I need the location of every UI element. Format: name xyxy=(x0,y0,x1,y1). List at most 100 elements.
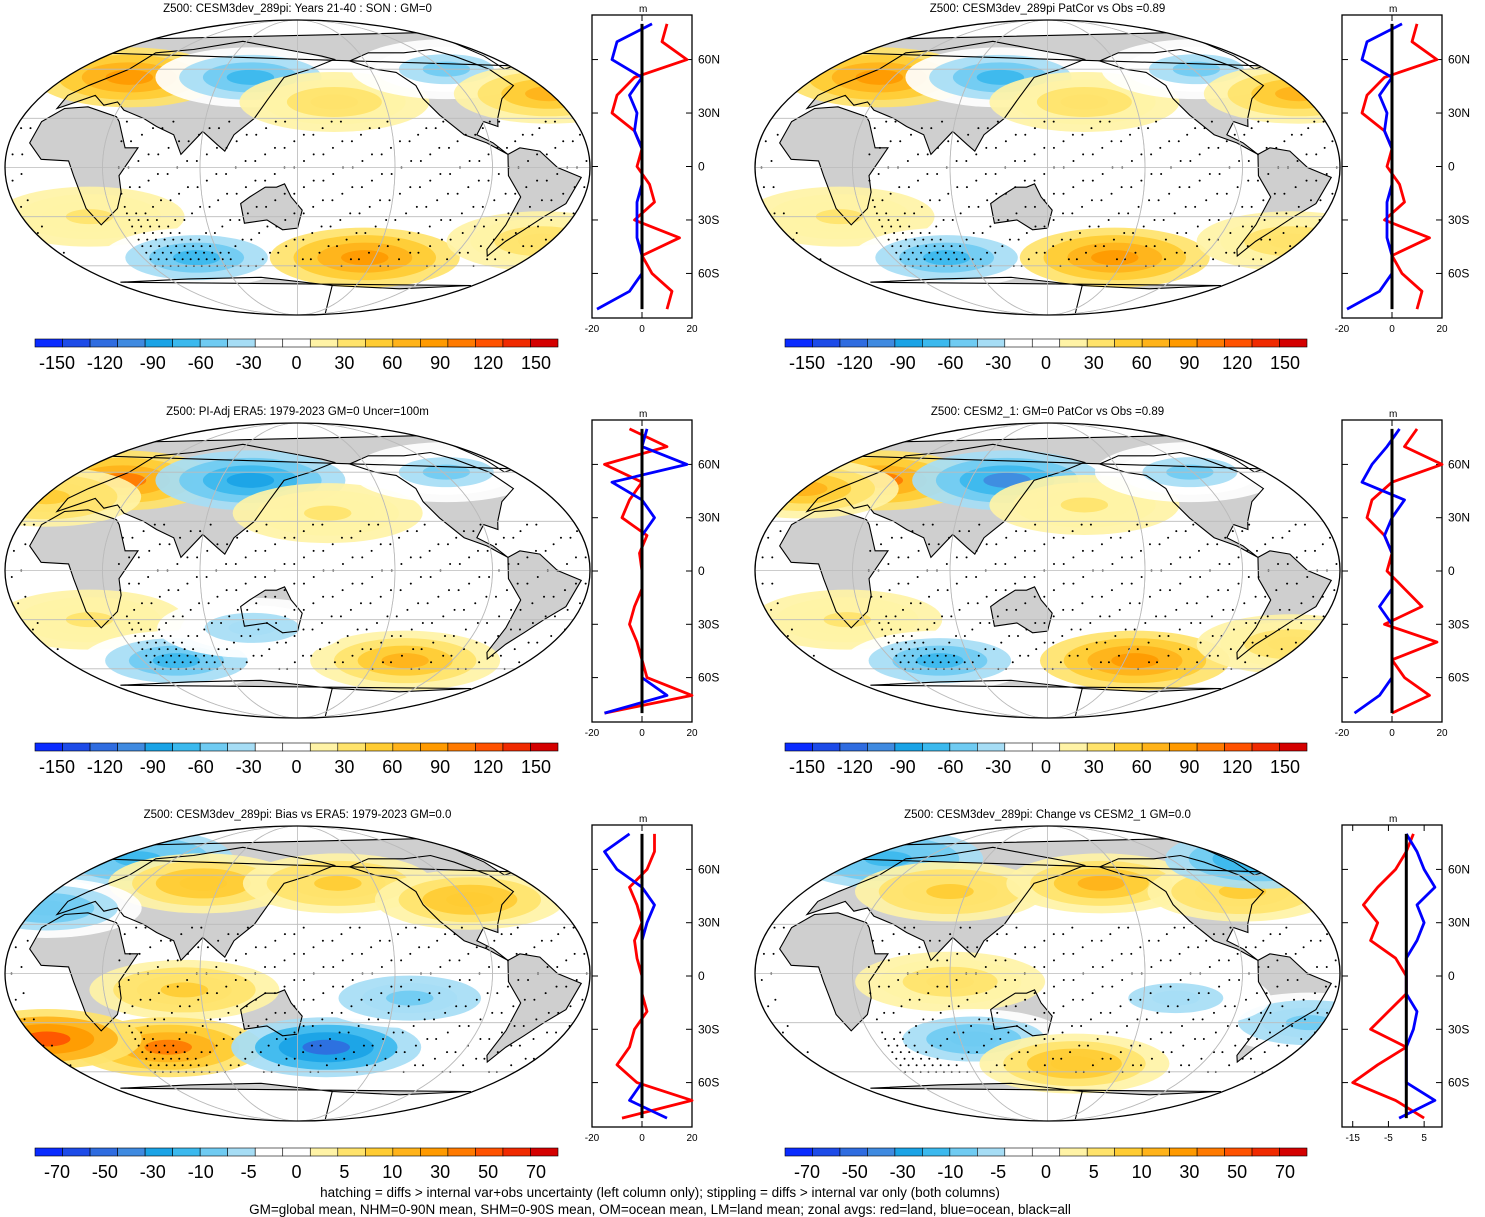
zonal-unit: m xyxy=(1389,409,1397,420)
stipple-dot xyxy=(1175,608,1178,611)
stipple-dot xyxy=(194,1057,197,1060)
stipple-dot xyxy=(1192,523,1195,526)
stipple-dot xyxy=(1198,179,1201,182)
colorbar-label: -10 xyxy=(188,1162,214,1182)
stipple-dot xyxy=(1156,661,1159,664)
colorbar-box xyxy=(922,338,951,348)
stipple-dot xyxy=(944,654,947,657)
stipple-dot xyxy=(11,179,14,182)
stipple-dot xyxy=(942,648,945,651)
stipple-dot xyxy=(958,608,961,611)
stipple-dot xyxy=(878,621,881,624)
stipple-dot xyxy=(922,238,925,241)
stipple-dot xyxy=(516,212,519,215)
colorbar: -70 -50 -30 -10 -5 0 5 10 30 50 70 xyxy=(784,1147,1308,1182)
stipple-dot xyxy=(211,654,214,657)
stipple-dot xyxy=(579,133,582,136)
stipple-dot xyxy=(884,232,887,235)
stipple-dot xyxy=(1072,159,1075,162)
colorbar-box xyxy=(254,338,284,348)
stipple-dot xyxy=(1015,926,1018,929)
stipple-dot xyxy=(310,654,313,657)
stipple-dot xyxy=(890,628,893,631)
stipple-dot xyxy=(1237,556,1240,559)
stipple-dot xyxy=(312,153,315,156)
stipple-dot xyxy=(176,959,179,962)
stipple-dot xyxy=(517,562,520,565)
stipple-dot xyxy=(977,205,980,208)
stipple-dot xyxy=(916,179,919,182)
zonal-lat-label: 30S xyxy=(698,617,719,631)
stipple-dot xyxy=(1043,173,1046,176)
stipple-dot xyxy=(137,159,140,162)
stipple-dot xyxy=(1014,556,1017,559)
stipple-dot xyxy=(1052,218,1055,221)
stipple-dot xyxy=(146,641,149,644)
colorbar-box xyxy=(1224,338,1253,348)
stipple-dot xyxy=(1216,192,1219,195)
stipple-dot xyxy=(1206,543,1209,546)
stipple-dot xyxy=(414,1044,417,1047)
stipple-dot xyxy=(245,1005,248,1008)
stipple-dot xyxy=(779,530,782,533)
stipple-dot xyxy=(555,985,558,988)
colorbar-label: 90 xyxy=(1179,757,1199,777)
stipple-dot xyxy=(1091,965,1094,968)
stipple-dot xyxy=(1231,530,1234,533)
anomaly-s-indian xyxy=(922,250,971,266)
stipple-dot xyxy=(908,245,911,248)
zonal-xtick-label: 5 xyxy=(1421,1133,1427,1144)
land-africa xyxy=(779,912,888,1031)
stipple-dot xyxy=(941,615,944,618)
stipple-dot xyxy=(283,192,286,195)
stipple-dot xyxy=(149,998,152,1001)
stipple-dot xyxy=(1023,159,1026,162)
stipple-dot xyxy=(328,641,331,644)
stipple-dot xyxy=(479,245,482,248)
stipple-dot xyxy=(930,127,933,130)
stipple-dot xyxy=(945,562,948,565)
stipple-dot xyxy=(579,602,582,605)
colorbar-box xyxy=(365,338,394,348)
stipple-dot xyxy=(1243,133,1246,136)
stipple-dot xyxy=(274,595,277,598)
zonal-xtick-label: 20 xyxy=(686,728,698,739)
colorbar-box xyxy=(867,338,896,348)
stipple-dot xyxy=(169,939,172,942)
stipple-dot xyxy=(456,192,459,195)
coast-antarctica xyxy=(120,276,471,315)
stipple-dot xyxy=(254,549,257,552)
stipple-dot xyxy=(1265,992,1268,995)
stipple-dot xyxy=(312,179,315,182)
stipple-dot xyxy=(942,245,945,248)
colorbar-box xyxy=(420,338,449,348)
stipple-dot xyxy=(20,965,23,968)
stipple-dot xyxy=(172,120,175,123)
stipple-dot xyxy=(157,1064,160,1067)
stipple-dot xyxy=(981,232,984,235)
stipple-dot xyxy=(878,218,881,221)
stipple-dot xyxy=(536,576,539,579)
stipple-dot xyxy=(380,965,383,968)
stipple-dot xyxy=(254,576,257,579)
stipple-dot xyxy=(481,127,484,130)
stipple-dot xyxy=(569,1005,572,1008)
stipple-dot xyxy=(958,530,961,533)
stipple-dot xyxy=(1137,127,1140,130)
stipple-dot xyxy=(183,1051,186,1054)
stipple-dot xyxy=(22,992,25,995)
stipple-dot xyxy=(1125,1024,1128,1027)
stipple-dot xyxy=(1274,251,1277,254)
stipple-dot xyxy=(553,615,556,618)
stipple-dot xyxy=(995,543,998,546)
zonal-xtick-label: 0 xyxy=(639,1133,645,1144)
stipple-dot xyxy=(1169,985,1172,988)
stipple-dot xyxy=(1276,959,1279,962)
stipple-dot xyxy=(36,232,39,235)
stipple-dot xyxy=(485,946,488,949)
coast-africa xyxy=(29,509,140,629)
stipple-dot xyxy=(1123,232,1126,235)
stipple-dot xyxy=(1281,1005,1284,1008)
stipple-dot xyxy=(878,146,881,149)
stipple-dot xyxy=(152,205,155,208)
